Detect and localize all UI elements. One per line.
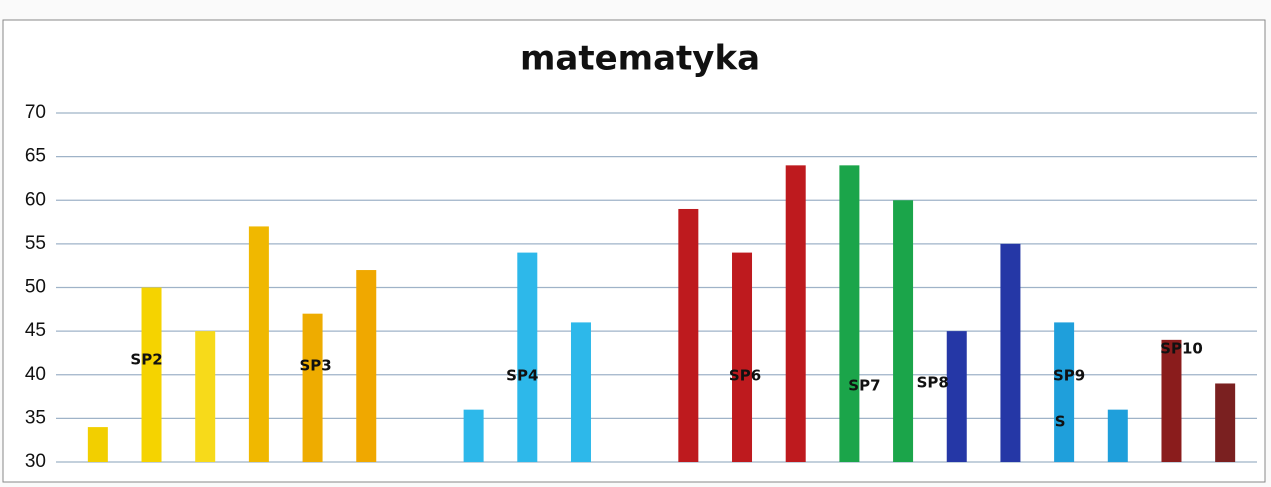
- bar-annotation: SP9: [1053, 367, 1085, 385]
- y-tick-label: 35: [25, 407, 46, 428]
- y-tick-label: 65: [25, 146, 46, 167]
- y-tick-label: 50: [25, 277, 46, 298]
- y-tick-label: 45: [25, 320, 46, 341]
- bar: [141, 287, 162, 462]
- bar: [195, 331, 216, 462]
- y-tick-label: 40: [25, 364, 46, 385]
- bar: [87, 427, 108, 462]
- bar-annotation: SP4: [506, 367, 538, 385]
- y-tick-label: 30: [25, 451, 46, 472]
- bar: [517, 252, 538, 462]
- bar: [302, 313, 323, 462]
- bar: [1215, 383, 1236, 462]
- y-tick-label: 70: [25, 102, 46, 123]
- bar: [1054, 322, 1075, 462]
- bar-annotation: SP2: [130, 351, 162, 369]
- y-tick-label: 55: [25, 233, 46, 254]
- bar: [893, 200, 914, 462]
- bar: [1161, 339, 1182, 462]
- bar: [248, 226, 269, 462]
- bar: [1107, 409, 1128, 462]
- bar: [570, 322, 591, 462]
- y-tick-label: 60: [25, 189, 46, 210]
- bar: [678, 208, 699, 462]
- bar-annotation: S: [1055, 413, 1066, 431]
- bar: [785, 165, 806, 462]
- bar-annotation: SP7: [848, 377, 880, 395]
- bar: [732, 252, 753, 462]
- bar: [356, 270, 377, 462]
- bar: [463, 409, 484, 462]
- bar-annotation: SP8: [917, 374, 949, 392]
- bar-annotation: SP10: [1160, 340, 1203, 358]
- bar: [839, 165, 860, 462]
- chart-frame: [2, 19, 1266, 483]
- bar-annotation: SP6: [729, 367, 761, 385]
- chart-title: matematyka: [520, 39, 760, 79]
- bar-annotation: SP3: [299, 357, 331, 375]
- bar: [946, 331, 967, 462]
- bar: [1000, 243, 1021, 462]
